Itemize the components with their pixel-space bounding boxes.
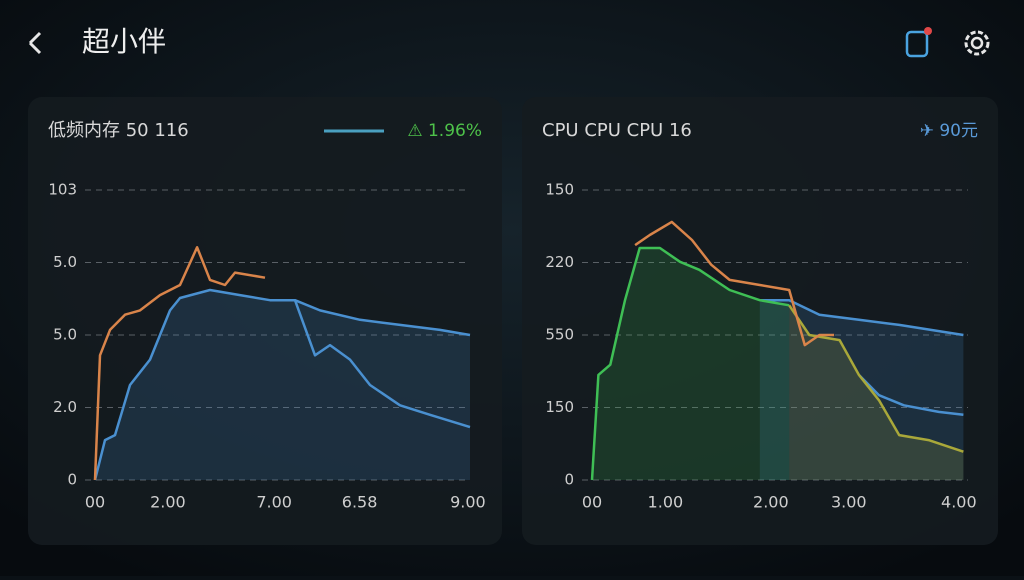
y-tick-label: 2.0 [53,398,77,416]
chart-title: CPU CPU CPU 16 [542,120,692,141]
notification-button[interactable] [905,27,932,58]
area [789,305,964,480]
chart-title: 低频内存 50 116 [48,120,189,141]
x-tick-label: 00 [85,493,105,512]
y-tick-label: 103 [48,181,77,199]
legend-text: ⚠ 1.96% [407,121,482,141]
x-tick-label: 6.58 [342,493,378,512]
back-button[interactable] [28,31,42,55]
settings-button[interactable] [964,30,990,56]
x-tick-label: 7.00 [256,493,292,512]
y-tick-label: 5.0 [53,253,77,271]
series-line [93,246,266,481]
x-tick-label: 9.00 [450,493,486,512]
x-tick-label: 00 [582,493,602,512]
x-tick-label: 4.00 [941,493,977,512]
series-line [858,374,964,417]
x-tick-label: 2.00 [150,493,186,512]
x-tick-label: 3.00 [831,493,867,512]
area [759,300,964,480]
y-tick-label: 220 [545,253,574,271]
y-tick-label: 0 [564,471,574,489]
panel [522,97,998,545]
y-tick-label: 5.0 [53,326,77,344]
y-tick-label: 0 [67,471,77,489]
series-line [788,304,964,453]
panel [28,97,502,545]
area [95,290,470,480]
y-tick-label: 150 [545,181,574,199]
series-line [93,288,471,481]
area [592,248,790,480]
y-tick-label: 550 [545,326,574,344]
series-line [293,299,471,429]
x-tick-label: 2.00 [753,493,789,512]
series-line [634,220,835,347]
series-line [759,298,964,337]
x-tick-label: 1.00 [648,493,684,512]
app-title: 超小伴 [82,25,166,58]
series-line [590,246,790,481]
legend-text: ✈ 90元 [920,121,978,141]
y-tick-label: 150 [545,398,574,416]
